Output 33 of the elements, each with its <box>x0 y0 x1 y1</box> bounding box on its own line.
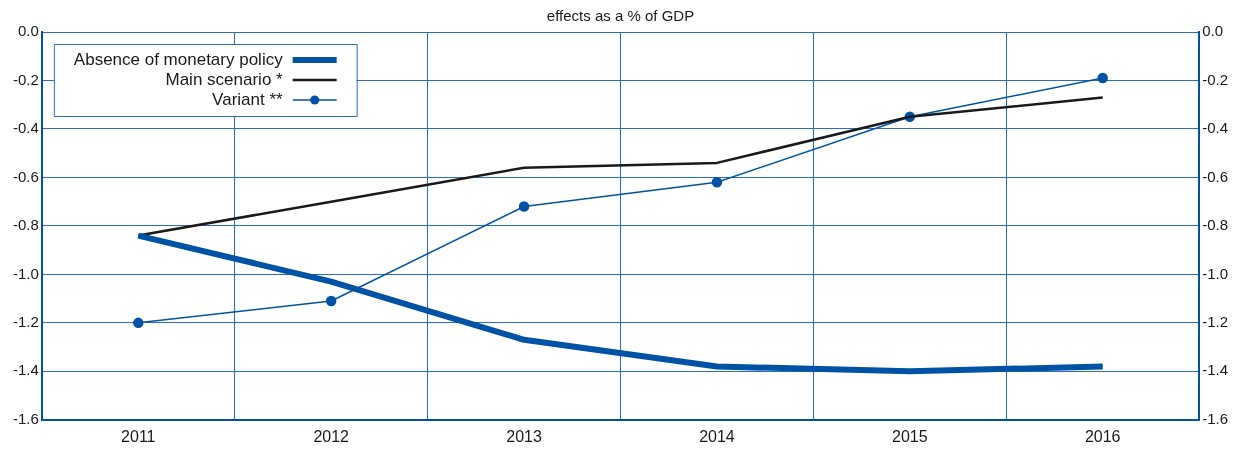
y2-tick-label: -1.0 <box>1202 264 1229 282</box>
y-tick-label: -1.0 <box>12 264 39 282</box>
y-tick-label: -1.4 <box>12 361 39 379</box>
y-tick-label: -0.2 <box>12 70 39 88</box>
chart-subtitle: effects as a % of GDP <box>546 7 695 25</box>
y2-tick-label: -0.6 <box>1202 167 1229 185</box>
y2-tick-label: -1.6 <box>1202 409 1229 427</box>
y2-tick-label: -0.4 <box>1202 119 1229 137</box>
x-tick-label: 2015 <box>892 427 928 445</box>
y-tick-label: -1.2 <box>12 312 39 330</box>
y2-tick-label: -0.8 <box>1202 216 1229 234</box>
y-tick-label: -1.6 <box>12 409 39 427</box>
point <box>711 177 723 188</box>
point <box>518 201 530 212</box>
y-tick-label: -0.8 <box>12 216 39 234</box>
y2-tick-label: 0.0 <box>1202 22 1224 40</box>
point <box>325 295 337 307</box>
x-tick-label: 2012 <box>313 427 350 445</box>
y-tick-label: -0.6 <box>12 167 39 185</box>
x-tick-label: 2013 <box>506 427 542 445</box>
y2-tick-label: -1.4 <box>1202 361 1229 379</box>
y-tick-label: 0.0 <box>17 22 39 40</box>
point <box>133 317 144 329</box>
y-tick-label: -0.4 <box>12 119 39 137</box>
y2-tick-label: -0.2 <box>1202 70 1229 88</box>
legend-label: Absence of monetary policy <box>73 49 284 69</box>
x-tick-label: 2016 <box>1084 427 1121 445</box>
legend-label: Main scenario * <box>165 69 284 89</box>
point <box>1097 72 1108 84</box>
x-tick-label: 2011 <box>121 427 156 445</box>
legend-label: Variant ** <box>212 89 284 109</box>
x-tick-label: 2014 <box>699 427 735 445</box>
y2-tick-label: -1.2 <box>1202 312 1229 330</box>
